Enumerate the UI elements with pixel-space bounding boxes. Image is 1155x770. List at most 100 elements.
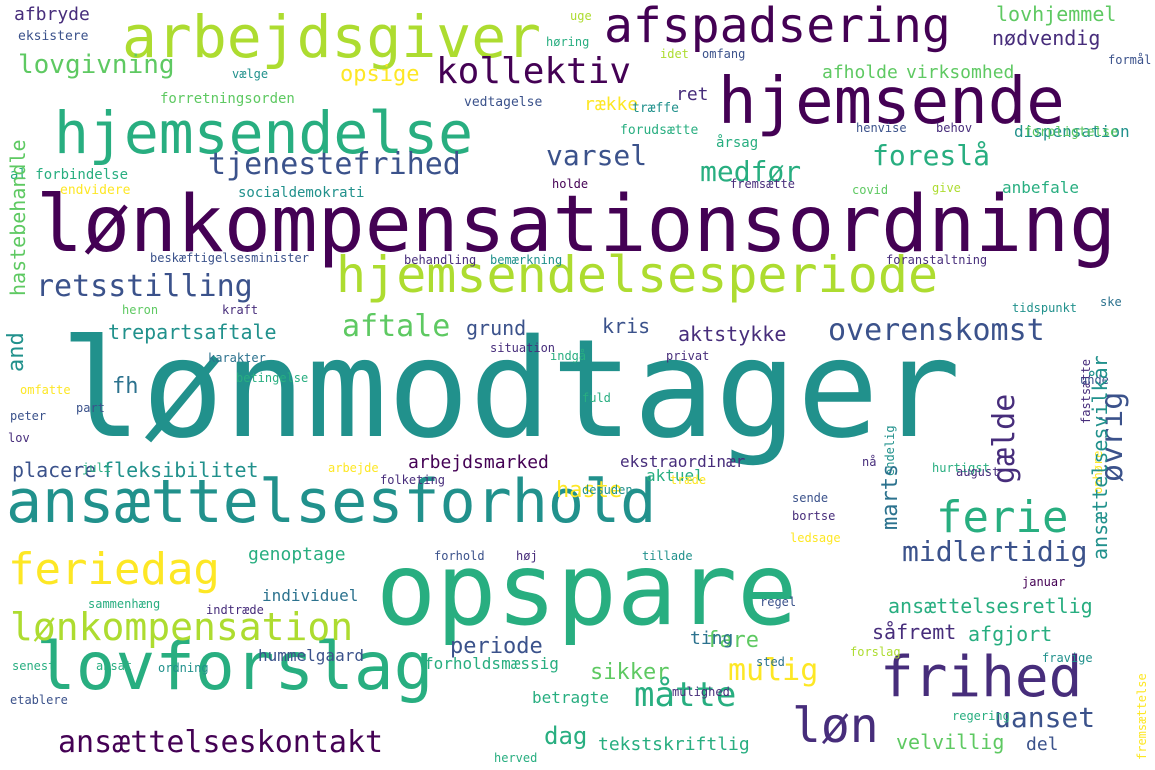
cloud-word: ekstraordinær: [620, 452, 746, 471]
cloud-word: tidspunkt: [1012, 301, 1078, 315]
cloud-word: arbejdsmarked: [408, 452, 549, 473]
cloud-word: ansat: [96, 659, 133, 673]
cloud-word: afbryde: [14, 4, 90, 25]
cloud-word: høring: [546, 35, 590, 49]
cloud-word: unde: [1080, 373, 1109, 387]
cloud-word: løn: [792, 698, 879, 754]
cloud-word: forholdsmæssig: [424, 654, 559, 673]
cloud-word: dispensation: [1014, 122, 1130, 141]
cloud-word: arbejdsgiver: [122, 3, 542, 71]
cloud-word: træde: [670, 473, 707, 487]
cloud-word: mulighed: [672, 685, 730, 699]
cloud-word: januar: [1022, 575, 1066, 589]
cloud-word: formål: [1108, 53, 1152, 67]
cloud-word: ansættelsesforhold: [6, 467, 657, 537]
cloud-word: bortse: [792, 509, 836, 523]
cloud-word: ting: [690, 628, 734, 649]
cloud-word: årsag: [716, 135, 759, 151]
cloud-word: afgjort: [968, 622, 1053, 646]
cloud-word: hummelgaard: [258, 646, 364, 665]
cloud-word: aktstykke: [678, 322, 787, 346]
cloud-word: august: [956, 465, 1000, 479]
cloud-word: ledsage: [790, 531, 841, 545]
cloud-word: afspadsering: [604, 0, 951, 54]
cloud-word: aftale: [342, 309, 451, 344]
cloud-word: karakter: [208, 351, 266, 365]
cloud-word: forslag: [850, 645, 901, 659]
cloud-word: vælge: [232, 67, 269, 81]
cloud-word: hastebehandle: [6, 139, 30, 296]
cloud-word: medfør: [700, 155, 802, 188]
cloud-word: grund: [466, 316, 527, 340]
cloud-word: sende: [792, 491, 829, 505]
cloud-word: vedtagelse: [464, 95, 543, 110]
cloud-word: ordning: [158, 661, 209, 675]
cloud-word: herved: [494, 751, 538, 765]
cloud-word: varsel: [546, 139, 648, 172]
cloud-word: ansættelsesvilkår: [1088, 355, 1112, 560]
cloud-word: afholde: [822, 62, 898, 83]
cloud-word: forhold: [434, 549, 485, 563]
cloud-word: foranstaltning: [886, 253, 988, 267]
cloud-word: virksomhed: [906, 62, 1015, 83]
cloud-word: opspare: [376, 531, 798, 648]
cloud-word: del: [1026, 734, 1059, 755]
cloud-word: etablere: [10, 693, 68, 707]
cloud-word: midlertidig: [902, 535, 1088, 568]
cloud-word: betragte: [532, 688, 610, 707]
cloud-word: ansættelsesretlig: [888, 594, 1093, 618]
cloud-word: sammenhæng: [88, 597, 161, 611]
cloud-word: lovforslag: [36, 628, 434, 705]
cloud-word: hjemsendelsesperiode: [336, 246, 939, 304]
cloud-word: fravige: [1042, 651, 1093, 665]
cloud-word: forudsætte: [620, 123, 699, 138]
cloud-word: anbefale: [1002, 178, 1080, 197]
cloud-word: retsstilling: [36, 269, 253, 304]
cloud-word: socialdemokrati: [238, 185, 365, 201]
cloud-word: ret: [676, 84, 709, 105]
cloud-word: fremsættelse: [1135, 673, 1149, 760]
cloud-word: idet: [660, 47, 689, 61]
cloud-word: senest: [12, 659, 56, 673]
cloud-word: heron: [122, 303, 159, 317]
cloud-word: lønkompensation: [10, 605, 354, 649]
cloud-word: uanset: [994, 701, 1096, 734]
cloud-word: folketing: [380, 473, 446, 487]
cloud-word: gælde: [987, 393, 1022, 484]
cloud-word: indtræde: [206, 603, 264, 617]
cloud-word: foreslå: [872, 139, 991, 172]
cloud-word: ferie: [936, 492, 1069, 543]
cloud-word: juli: [82, 461, 111, 475]
cloud-word: placere: [12, 458, 97, 482]
cloud-word: tjenestefrihed: [208, 147, 461, 182]
cloud-word: nødvendig: [992, 26, 1101, 50]
cloud-word: frihed: [880, 645, 1083, 710]
cloud-word: dag: [544, 722, 588, 750]
cloud-word: mulig: [728, 653, 819, 688]
cloud-word: høj: [516, 549, 538, 563]
cloud-word: lovhjemmel: [996, 2, 1117, 26]
cloud-word: fh: [112, 374, 139, 399]
cloud-word: fuld: [582, 391, 611, 405]
cloud-word: fare: [706, 628, 759, 653]
cloud-word: opsige: [340, 62, 420, 87]
cloud-word: sted: [756, 655, 785, 669]
cloud-word: genoptage: [248, 544, 346, 565]
cloud-word: fremsætte: [730, 177, 796, 191]
cloud-word: velvillig: [896, 730, 1005, 754]
cloud-word: kraft: [222, 303, 259, 317]
cloud-word: give: [932, 181, 961, 195]
cloud-word: lønmodtager: [60, 311, 961, 469]
cloud-word: kris: [602, 314, 651, 338]
cloud-word: covid: [852, 183, 889, 197]
cloud-word: fleksibilitet: [102, 458, 259, 482]
cloud-word: behov: [936, 121, 973, 135]
cloud-word: trepartsaftale: [108, 320, 277, 344]
cloud-word: kollektiv: [436, 51, 632, 92]
cloud-word: overenskomst: [828, 313, 1045, 348]
cloud-word: hjemsende: [718, 65, 1065, 139]
cloud-word: såfremt: [872, 620, 957, 644]
cloud-word: omfang: [702, 47, 746, 61]
cloud-word: haste: [556, 478, 623, 503]
